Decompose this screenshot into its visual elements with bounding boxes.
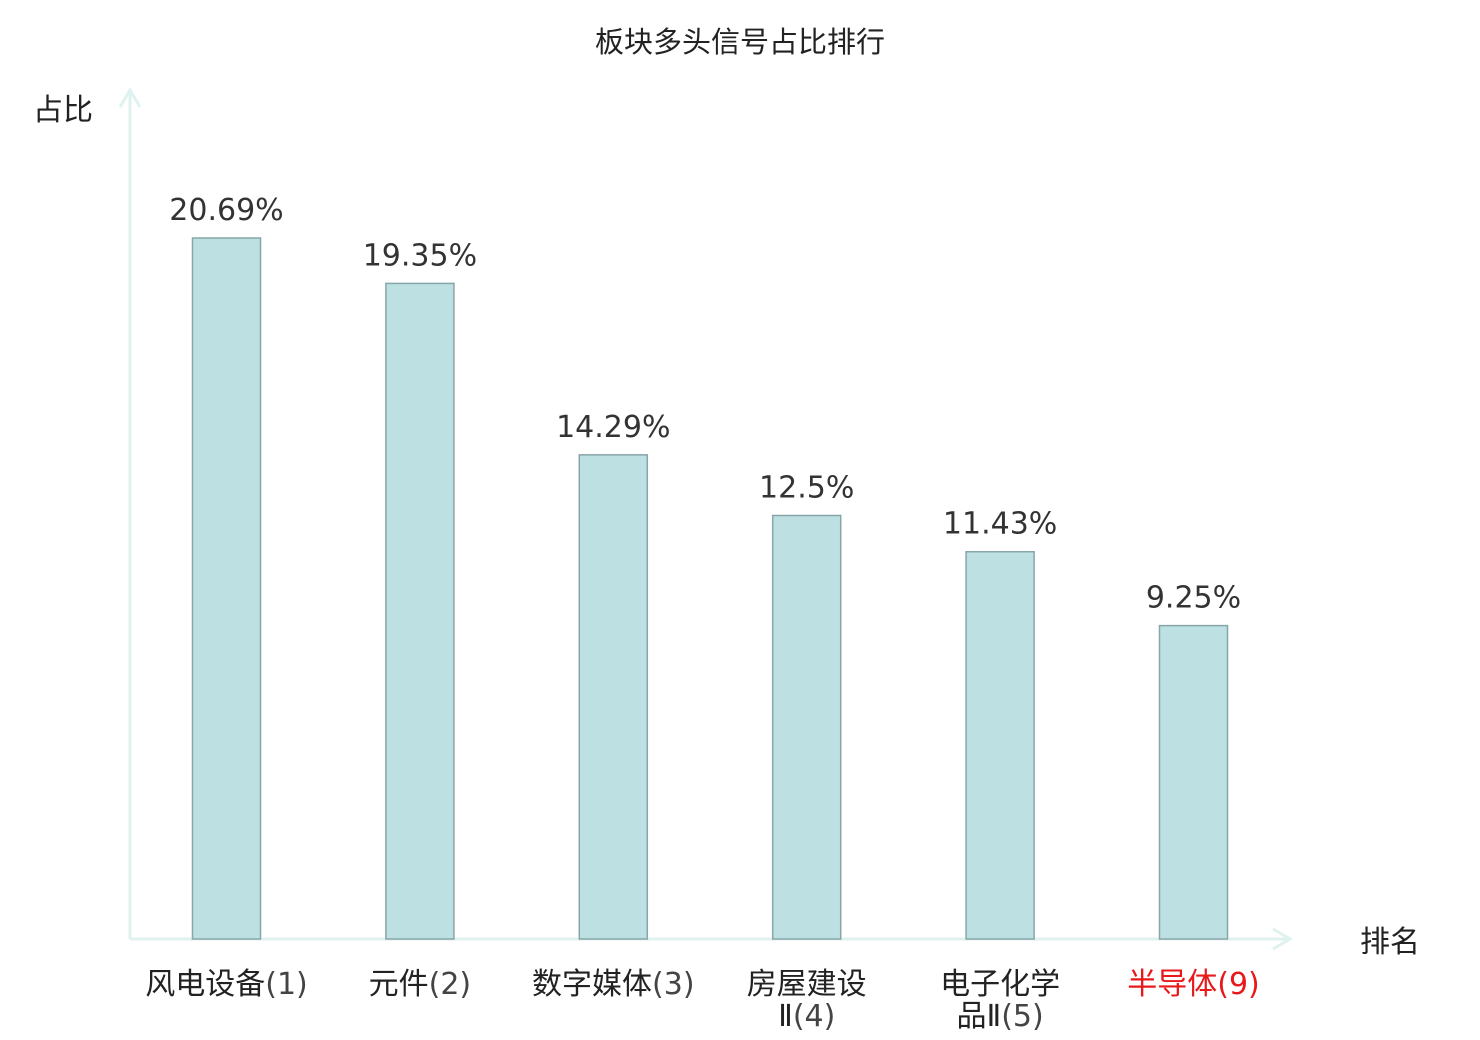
- x-tick-label-3: 数字媒体(3): [532, 967, 695, 1002]
- x-tick-label-2: 元件(2): [369, 967, 472, 1002]
- x-tick-label-4-line-1: 房屋建设: [747, 967, 867, 1002]
- bar-1: [191, 237, 262, 940]
- axes: [118, 87, 1293, 951]
- x-tick-label-1: 风电设备(1): [145, 967, 308, 1002]
- x-axis-label: 排名: [1360, 925, 1420, 960]
- value-labels: 20.69% 19.35% 14.29% 12.5% 11.43% 9.25%: [169, 193, 1241, 616]
- x-axis-arrow-icon: [1272, 927, 1293, 951]
- value-label-5: 11.43%: [943, 507, 1057, 542]
- bar-6: [1158, 624, 1229, 940]
- x-tick-label-5-line-2: 品Ⅱ(5): [956, 999, 1043, 1034]
- value-label-3: 14.29%: [556, 410, 670, 445]
- bar-2: [385, 282, 455, 940]
- x-tick-label-5-line-1: 电子化学: [940, 967, 1060, 1002]
- value-label-1: 20.69%: [169, 193, 283, 228]
- y-axis-label: 占比: [33, 93, 93, 128]
- x-tick-label-6: 半导体(9): [1127, 967, 1260, 1002]
- value-label-6: 9.25%: [1146, 581, 1241, 616]
- y-axis-arrow-icon: [118, 87, 142, 108]
- x-tick-label-4-line-2: Ⅱ(4): [778, 999, 835, 1034]
- bar-5: [965, 550, 1035, 940]
- bar-3: [578, 454, 649, 940]
- value-label-4: 12.5%: [759, 470, 854, 505]
- bar-series: [191, 237, 1229, 940]
- chart-title: 板块多头信号占比排行: [595, 25, 885, 59]
- value-label-2: 19.35%: [363, 238, 477, 273]
- bar-4: [771, 514, 842, 940]
